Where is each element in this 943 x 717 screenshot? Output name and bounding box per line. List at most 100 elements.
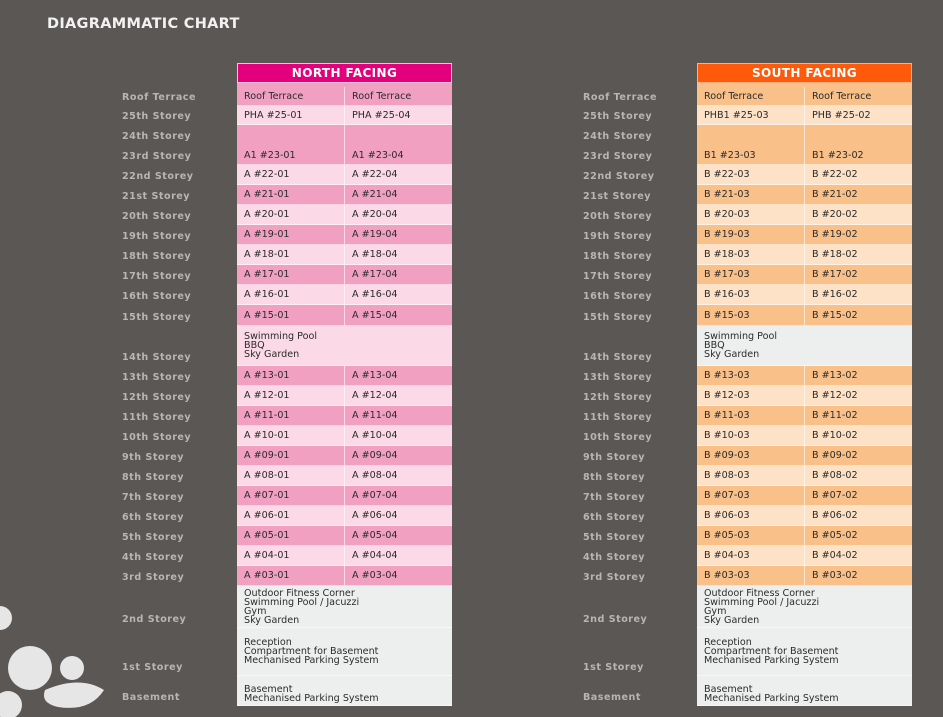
unit-cell: A #05-01: [244, 530, 290, 541]
storey-row: 20th Storey A #20-01 A #20-04: [122, 205, 452, 225]
amenity-item: Mechanised Parking System: [244, 693, 379, 704]
amenity-item: Gym: [244, 605, 267, 617]
storey-row: 11th Storey A #11-01 A #11-04: [122, 406, 452, 426]
storey-label: 12th Storey: [122, 392, 192, 403]
north-facing-header: NORTH FACING: [237, 63, 452, 83]
unit-cell: B #15-03: [704, 309, 750, 321]
storey-label: 17th Storey: [583, 271, 653, 282]
storey-label: 18th Storey: [583, 251, 653, 262]
unit-cell: A #11-01: [244, 410, 290, 421]
unit-cell: B #15-02: [804, 305, 912, 325]
page-title: DIAGRAMMATIC CHART: [47, 16, 240, 32]
storey-row: 1st Storey Reception Compartment for Basem…: [583, 628, 912, 676]
storey-row: 10th Storey A #10-01 A #10-04: [122, 426, 452, 446]
storey-label: 3rd Storey: [583, 572, 646, 583]
unit-cell: B1 #23-02: [804, 125, 912, 164]
amenity-item: Gym: [704, 605, 727, 617]
south-facing-chart: SOUTH FACING Roof Terrace Roof Terrace Roof…: [583, 63, 912, 706]
unit-cell: B #07-02: [804, 486, 912, 505]
storey-label: 13th Storey: [583, 372, 653, 383]
storey-label: 9th Storey: [583, 452, 646, 463]
storey-label: 7th Storey: [122, 492, 185, 503]
storey-label: 4th Storey: [583, 552, 646, 563]
storey-label: 21st Storey: [583, 191, 652, 202]
storey-label: 16th Storey: [122, 291, 192, 302]
amenity-item: Swimming Pool: [244, 331, 318, 342]
storey-label: 3rd Storey: [122, 572, 185, 583]
amenity-item: Sky Garden: [244, 614, 300, 626]
storey-row: 16th Storey B #16-03 B #16-02: [583, 285, 912, 305]
amenity-item: Sky Garden: [704, 614, 760, 626]
unit-cell: B #09-03: [704, 450, 750, 461]
storey-label: 5th Storey: [122, 532, 185, 543]
storey-row: 7th Storey A #07-01 A #07-04: [122, 486, 452, 506]
storey-label: 21st Storey: [122, 191, 191, 202]
storey-label: 5th Storey: [583, 532, 646, 543]
unit-cell: A #10-04: [344, 426, 452, 445]
storey-label: 8th Storey: [583, 472, 646, 483]
amenity-cell: Outdoor Fitness Corner Swimming Pool / Ja…: [697, 586, 912, 627]
storey-label: 14th Storey: [583, 352, 653, 363]
storey-row: Roof Terrace Roof Terrace Roof Terrace: [583, 87, 912, 106]
amenity-cell: Swimming Pool BBQ Sky Garden: [237, 326, 452, 365]
unit-cell: B #12-02: [804, 386, 912, 405]
amenity-item: Reception: [704, 637, 752, 648]
unit-cell: A #08-04: [344, 466, 452, 485]
amenity-cell: Reception Compartment for Basement Mechani…: [697, 628, 912, 675]
brand-logo-icon: [0, 606, 104, 717]
storey-row: 9th Storey B #09-03 B #09-02: [583, 446, 912, 466]
amenity-item: BBQ: [244, 340, 265, 351]
amenity-item: Mechanised Parking System: [244, 655, 379, 666]
amenity-item: Sky Garden: [704, 349, 760, 360]
unit-cell: B #08-02: [804, 466, 912, 485]
storey-label: 9th Storey: [122, 452, 185, 463]
unit-cell: B #16-03: [704, 289, 750, 300]
unit-cell: B #11-03: [704, 410, 750, 421]
unit-cell: B #16-02: [804, 285, 912, 304]
storey-row: 24th Storey 23rd Storey A1 #23-01 A1 #23-04: [122, 125, 452, 165]
storey-row: 20th Storey B #20-03 B #20-02: [583, 205, 912, 225]
storey-label: 14th Storey: [122, 352, 192, 363]
storey-label: 15th Storey: [583, 312, 653, 323]
unit-cell: B #20-02: [804, 205, 912, 224]
storey-row: 15th Storey B #15-03 B #15-02: [583, 305, 912, 326]
unit-cell: A #16-04: [344, 285, 452, 304]
storey-label: 18th Storey: [122, 251, 192, 262]
storey-row: 22nd Storey A #22-01 A #22-04: [122, 165, 452, 185]
unit-cell: A #13-04: [344, 366, 452, 385]
storey-row: 13th Storey B #13-03 B #13-02: [583, 366, 912, 386]
storey-label: 1st Storey: [583, 662, 644, 673]
unit-cell: Roof Terrace: [244, 90, 304, 102]
storey-row: 13th Storey A #13-01 A #13-04: [122, 366, 452, 386]
unit-cell: B #03-03: [704, 570, 750, 581]
unit-cell: Roof Terrace: [344, 87, 452, 105]
unit-cell: A #06-01: [244, 510, 290, 521]
storey-row: 18th Storey A #18-01 A #18-04: [122, 245, 452, 265]
storey-label: 11th Storey: [583, 412, 653, 423]
unit-cell: A #19-04: [344, 225, 452, 244]
unit-cell: A #08-01: [244, 470, 290, 481]
storey-label: 2nd Storey: [122, 614, 187, 625]
storey-row: 1st Storey Reception Compartment for Basem…: [122, 628, 452, 676]
storey-label: 6th Storey: [583, 512, 646, 523]
amenity-item: Outdoor Fitness Corner: [704, 587, 815, 599]
unit-cell: B1 #23-03: [704, 150, 756, 161]
unit-cell: A #18-01: [244, 249, 290, 260]
unit-cell: A #06-04: [344, 506, 452, 525]
storey-label: 20th Storey: [583, 211, 653, 222]
amenity-item: Reception: [244, 637, 292, 648]
amenity-item: Swimming Pool / Jacuzzi: [704, 596, 820, 608]
unit-cell: A #09-04: [344, 446, 452, 465]
unit-cell: B #13-02: [804, 366, 912, 385]
storey-row: 9th Storey A #09-01 A #09-04: [122, 446, 452, 466]
unit-cell: A #19-01: [244, 229, 290, 240]
unit-cell: B #04-02: [804, 546, 912, 565]
storey-label: 23rd Storey: [583, 151, 653, 162]
amenity-cell: Basement Mechanised Parking System: [237, 676, 452, 705]
storey-row: 16th Storey A #16-01 A #16-04: [122, 285, 452, 305]
storey-label: 19th Storey: [583, 231, 653, 242]
unit-cell: A #04-04: [344, 546, 452, 565]
unit-cell: A #20-01: [244, 209, 290, 220]
storey-label: 17th Storey: [122, 271, 192, 282]
storey-label: 8th Storey: [122, 472, 185, 483]
